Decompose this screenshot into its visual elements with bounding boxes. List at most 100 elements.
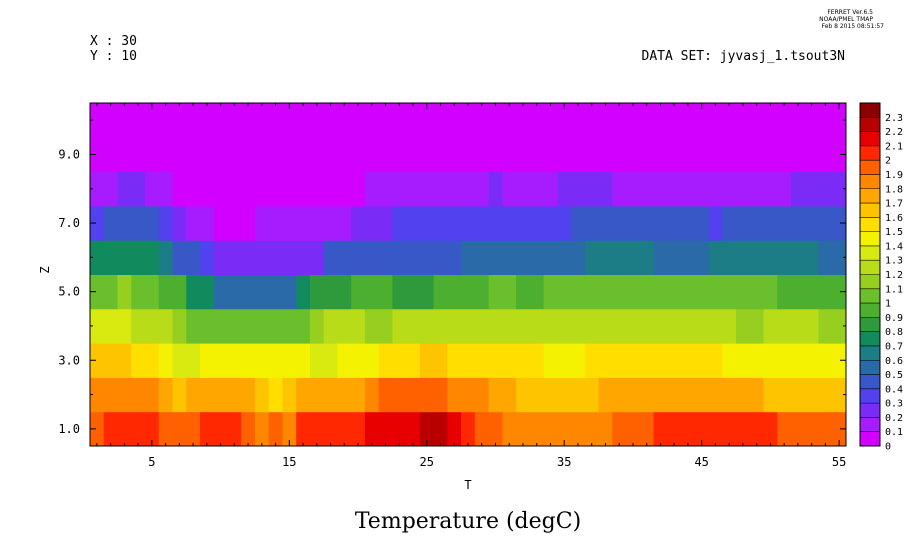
heatmap-cell bbox=[254, 377, 270, 413]
heatmap-cell bbox=[447, 411, 462, 447]
y-tick-label: 7.0 bbox=[58, 216, 80, 230]
colorbar-swatch bbox=[860, 217, 880, 232]
heatmap-cell bbox=[199, 343, 311, 378]
heatmap-cell bbox=[364, 411, 421, 447]
heatmap-cell bbox=[172, 240, 201, 275]
x-tick-label: 45 bbox=[694, 455, 708, 469]
heatmap-cell bbox=[144, 171, 173, 207]
colorbar-label: 1.3 bbox=[885, 256, 903, 267]
colorbar-label: 0.2 bbox=[885, 413, 903, 424]
heatmap-cell bbox=[90, 205, 105, 241]
heatmap-cell bbox=[296, 274, 311, 310]
colorbar-label: 0 bbox=[885, 442, 891, 453]
heatmap-cell bbox=[364, 308, 393, 344]
heatmap-cell bbox=[131, 343, 160, 378]
colorbar-label: 2 bbox=[885, 156, 891, 167]
colorbar-swatch bbox=[860, 231, 880, 247]
x-tick-label: 55 bbox=[832, 455, 846, 469]
colorbar-label: 0.7 bbox=[885, 341, 903, 352]
colorbar-label: 0.4 bbox=[885, 384, 903, 395]
x-tick-label: 5 bbox=[148, 455, 155, 469]
heatmap-cell bbox=[722, 343, 847, 378]
colorbar-label: 1.6 bbox=[885, 213, 903, 224]
x-position-label: X : 30 bbox=[90, 34, 137, 49]
heatmap-cell bbox=[461, 240, 586, 275]
heatmap-cell bbox=[351, 205, 393, 241]
colorbar-label: 1.7 bbox=[885, 199, 903, 210]
heatmap-cell bbox=[502, 171, 558, 207]
heatmap-cell bbox=[777, 274, 847, 310]
heatmap-cell bbox=[516, 377, 600, 413]
heatmap-cell bbox=[763, 308, 820, 344]
colorbar-swatch bbox=[860, 160, 880, 175]
heatmap-cell bbox=[172, 343, 201, 378]
heatmap-cell bbox=[736, 308, 765, 344]
ferret-version-stamp: FERRET Ver.6.5 NOAA/PMEL TMAP Feb 8 2015… bbox=[819, 9, 884, 30]
heatmap-cell bbox=[447, 377, 490, 413]
heatmap-cell bbox=[323, 308, 366, 344]
heatmap-cell bbox=[323, 240, 462, 275]
heatmap-cell bbox=[653, 411, 778, 447]
y-tick-label: 1.0 bbox=[58, 422, 80, 436]
colorbar-swatch bbox=[860, 388, 880, 404]
heatmap-cells bbox=[90, 103, 847, 447]
colorbar-swatch bbox=[860, 303, 880, 318]
heatmap-cell bbox=[378, 343, 421, 378]
heatmap-cell bbox=[158, 274, 187, 310]
heatmap-cell bbox=[186, 308, 311, 344]
heatmap-cell bbox=[158, 240, 173, 275]
heatmap-cell bbox=[392, 274, 435, 310]
heatmap-cell bbox=[433, 274, 490, 310]
colorbar-swatch bbox=[860, 274, 880, 290]
heatmap-cell bbox=[254, 411, 270, 447]
colorbar-swatch bbox=[860, 103, 880, 118]
colorbar-label: 2.1 bbox=[885, 141, 903, 152]
heatmap-cell bbox=[90, 171, 118, 207]
colorbar-swatch bbox=[860, 245, 880, 261]
heatmap-cell bbox=[419, 411, 448, 447]
heatmap-cell bbox=[131, 274, 160, 310]
heatmap-cell bbox=[213, 274, 297, 310]
heatmap-cell bbox=[392, 205, 572, 241]
heatmap-cell bbox=[708, 205, 723, 241]
colorbar-label: 0.6 bbox=[885, 356, 903, 367]
colorbar-label: 1.8 bbox=[885, 184, 903, 195]
heatmap-cell bbox=[598, 377, 765, 413]
heatmap-cell bbox=[103, 205, 160, 241]
heatmap-cell bbox=[213, 205, 256, 241]
colorbar-swatch bbox=[860, 317, 880, 332]
heatmap-cell bbox=[199, 240, 215, 275]
colorbar-label: 0.1 bbox=[885, 427, 903, 438]
heatmap-cell bbox=[502, 411, 613, 447]
heatmap-cell bbox=[213, 240, 325, 275]
heatmap-cell bbox=[777, 411, 847, 447]
colorbar-swatch bbox=[860, 145, 880, 161]
heatmap-cell bbox=[172, 205, 187, 241]
colorbar-label: 2.2 bbox=[885, 127, 903, 138]
heatmap-cell bbox=[818, 240, 847, 275]
heatmap-cell bbox=[117, 171, 146, 207]
heatmap-cell bbox=[90, 377, 160, 413]
heatmap-cell bbox=[90, 103, 847, 138]
heatmap-cell bbox=[241, 411, 256, 447]
heatmap-cell bbox=[90, 411, 105, 447]
colorbar-swatch bbox=[860, 203, 880, 218]
heatmap-cell bbox=[584, 240, 655, 275]
heatmap-cell bbox=[337, 343, 380, 378]
heatmap-cell bbox=[763, 377, 847, 413]
colorbar-swatch bbox=[860, 374, 880, 390]
heatmap-cell bbox=[419, 343, 448, 378]
heatmap-cell bbox=[296, 411, 366, 447]
heatmap-cell bbox=[158, 411, 201, 447]
heatmap-cell bbox=[117, 274, 132, 310]
heatmap-cell bbox=[268, 411, 283, 447]
heatmap-cell bbox=[268, 377, 283, 413]
heatmap-cell bbox=[447, 343, 545, 378]
heatmap-cell bbox=[351, 274, 393, 310]
heatmap-cell bbox=[186, 377, 256, 413]
heatmap-cell bbox=[254, 205, 352, 241]
heatmap-cell bbox=[172, 377, 187, 413]
heatmap-cell bbox=[90, 308, 132, 344]
colorbar-swatch bbox=[860, 188, 880, 204]
